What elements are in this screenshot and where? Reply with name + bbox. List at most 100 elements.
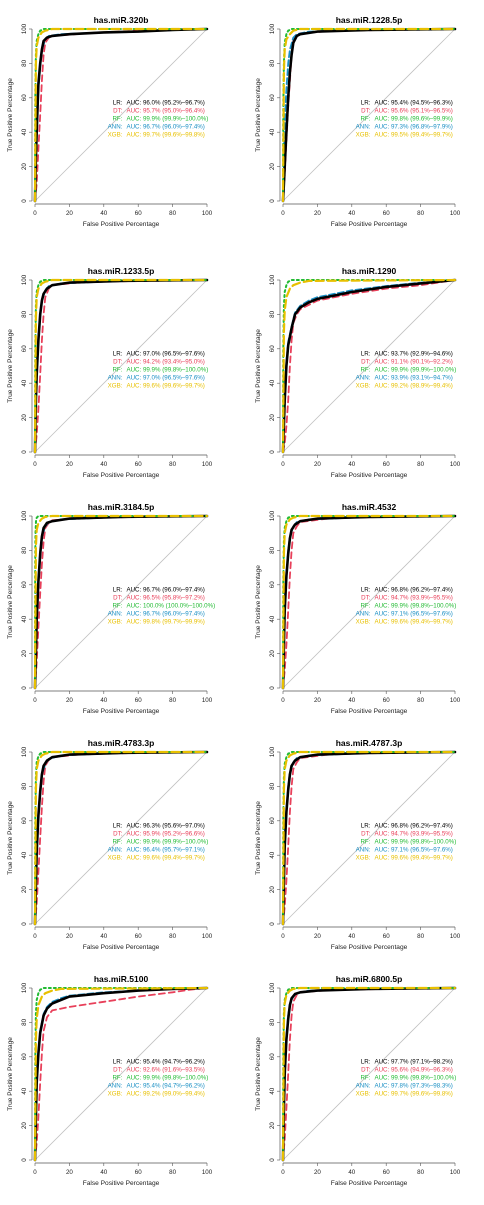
legend-auc-value: AUC: 99.7% (99.6%–99.8%): [374, 1091, 452, 1098]
legend-auc-value: AUC: 95.4% (94.7%–96.2%): [126, 1059, 204, 1066]
x-tick-label: 100: [450, 461, 461, 468]
legend-auc-value: AUC: 99.6% (99.4%–99.7%): [374, 855, 452, 862]
legend-auc-value: AUC: 94.2% (93.4%–95.0%): [126, 359, 204, 366]
reference-diagonal: [282, 515, 456, 689]
x-tick-label: 0: [281, 210, 285, 217]
y-tick-label: 20: [269, 886, 276, 893]
legend-model-name: LR:: [361, 587, 371, 594]
y-tick-label: 100: [269, 23, 276, 34]
roc-panel: has.miR.4783.3p 0 20 40 60 80 100 0 20 40 60 80 100 F…: [7, 738, 213, 951]
legend-model-name: RF:: [360, 116, 370, 123]
y-tick-label: 20: [21, 414, 28, 421]
x-tick-label: 0: [33, 461, 37, 468]
x-tick-label: 60: [383, 461, 390, 468]
panel-title: has.miR.1228.5p: [336, 15, 403, 25]
legend-auc-value: AUC: 99.5% (99.4%–99.7%): [374, 132, 452, 139]
y-tick-label: 40: [21, 851, 28, 858]
y-tick-label: 60: [21, 817, 28, 824]
legend-model-name: RF:: [112, 116, 122, 123]
y-tick-label: 0: [269, 922, 276, 926]
y-axis-label: True Positive Percentage: [7, 1037, 14, 1111]
y-tick-label: 80: [269, 59, 276, 66]
x-tick-label: 100: [450, 933, 461, 940]
x-tick-label: 80: [169, 461, 176, 468]
y-axis-label: True Positive Percentage: [255, 78, 262, 152]
legend-model-name: RF:: [360, 1075, 370, 1082]
y-tick-label: 100: [21, 510, 28, 521]
y-tick-label: 60: [21, 1053, 28, 1060]
y-axis-label: True Positive Percentage: [7, 565, 14, 639]
reference-diagonal: [34, 28, 208, 202]
legend-auc-value: AUC: 99.9% (99.8%–100.0%): [374, 1075, 456, 1082]
legend-model-name: ANN:: [356, 847, 371, 854]
legend-auc-value: AUC: 96.5% (95.8%–97.2%): [126, 595, 204, 602]
legend-auc-value: AUC: 97.3% (96.8%–97.9%): [374, 124, 452, 131]
y-tick-label: 40: [21, 615, 28, 622]
legend-model-name: DT:: [113, 108, 123, 115]
y-tick-label: 60: [21, 581, 28, 588]
y-tick-label: 80: [21, 59, 28, 66]
roc-panel: has.miR.4787.3p 0 20 40 60 80 100 0 20 40 60 80 100 F…: [255, 738, 461, 951]
x-tick-label: 80: [417, 210, 424, 217]
y-tick-label: 60: [269, 345, 276, 352]
legend-model-name: XGB:: [356, 132, 371, 139]
x-tick-label: 60: [135, 461, 142, 468]
roc-curve-lr: [33, 514, 209, 690]
roc-curve-lr: [281, 27, 457, 203]
y-tick-label: 40: [21, 128, 28, 135]
roc-curve-lr: [281, 514, 457, 690]
y-tick-label: 100: [269, 982, 276, 993]
y-tick-label: 40: [269, 1087, 276, 1094]
reference-diagonal: [282, 751, 456, 925]
panel-title: has.miR.6800.5p: [336, 974, 403, 984]
y-tick-label: 100: [21, 746, 28, 757]
reference-diagonal: [34, 515, 208, 689]
legend-model-name: XGB:: [356, 619, 371, 626]
legend-auc-value: AUC: 97.0% (96.5%–97.6%): [126, 375, 204, 382]
legend-model-name: XGB:: [356, 383, 371, 390]
legend-model-name: ANN:: [108, 375, 123, 382]
legend-model-name: DT:: [361, 108, 371, 115]
x-tick-label: 100: [202, 461, 213, 468]
x-tick-label: 40: [100, 1169, 107, 1176]
y-axis-label: True Positive Percentage: [7, 78, 14, 152]
x-tick-label: 80: [417, 1169, 424, 1176]
y-tick-label: 0: [21, 1158, 28, 1162]
legend-model-name: RF:: [112, 1075, 122, 1082]
x-tick-label: 80: [417, 697, 424, 704]
roc-curve-xgb: [33, 514, 209, 690]
legend-model-name: DT:: [113, 359, 123, 366]
y-tick-label: 20: [21, 1122, 28, 1129]
legend-auc-value: AUC: 97.0% (96.5%–97.6%): [126, 351, 204, 358]
x-tick-label: 0: [281, 461, 285, 468]
x-tick-label: 100: [202, 933, 213, 940]
legend-auc-value: AUC: 96.7% (96.0%–97.4%): [126, 611, 204, 618]
legend-auc-value: AUC: 96.8% (96.2%–97.4%): [374, 587, 452, 594]
y-tick-label: 40: [269, 128, 276, 135]
x-tick-label: 60: [383, 933, 390, 940]
legend-auc-value: AUC: 96.4% (95.7%–97.1%): [126, 847, 204, 854]
legend-auc-value: AUC: 99.9% (99.8%–100.0%): [374, 839, 456, 846]
panel-title: has.miR.1233.5p: [88, 266, 155, 276]
legend-model-name: ANN:: [108, 124, 123, 131]
legend-model-name: LR:: [113, 1059, 123, 1066]
x-tick-label: 0: [33, 1169, 37, 1176]
x-tick-label: 40: [100, 697, 107, 704]
legend-auc-value: AUC: 99.9% (99.9%–100.0%): [374, 367, 456, 374]
x-axis-label: False Positive Percentage: [83, 472, 160, 479]
legend-model-name: RF:: [112, 603, 122, 610]
reference-diagonal: [282, 279, 456, 453]
x-tick-label: 0: [33, 210, 37, 217]
legend-auc-value: AUC: 99.6% (99.6%–99.7%): [126, 383, 204, 390]
y-tick-label: 80: [269, 782, 276, 789]
x-tick-label: 40: [348, 933, 355, 940]
x-tick-label: 60: [135, 1169, 142, 1176]
y-tick-label: 20: [21, 163, 28, 170]
x-tick-label: 0: [33, 697, 37, 704]
legend-auc-value: AUC: 94.7% (93.9%–95.5%): [374, 831, 452, 838]
legend-model-name: ANN:: [356, 1083, 371, 1090]
legend-model-name: XGB:: [356, 855, 371, 862]
legend-model-name: ANN:: [356, 124, 371, 131]
legend-auc-value: AUC: 99.8% (99.6%–99.9%): [374, 116, 452, 123]
reference-diagonal: [282, 28, 456, 202]
